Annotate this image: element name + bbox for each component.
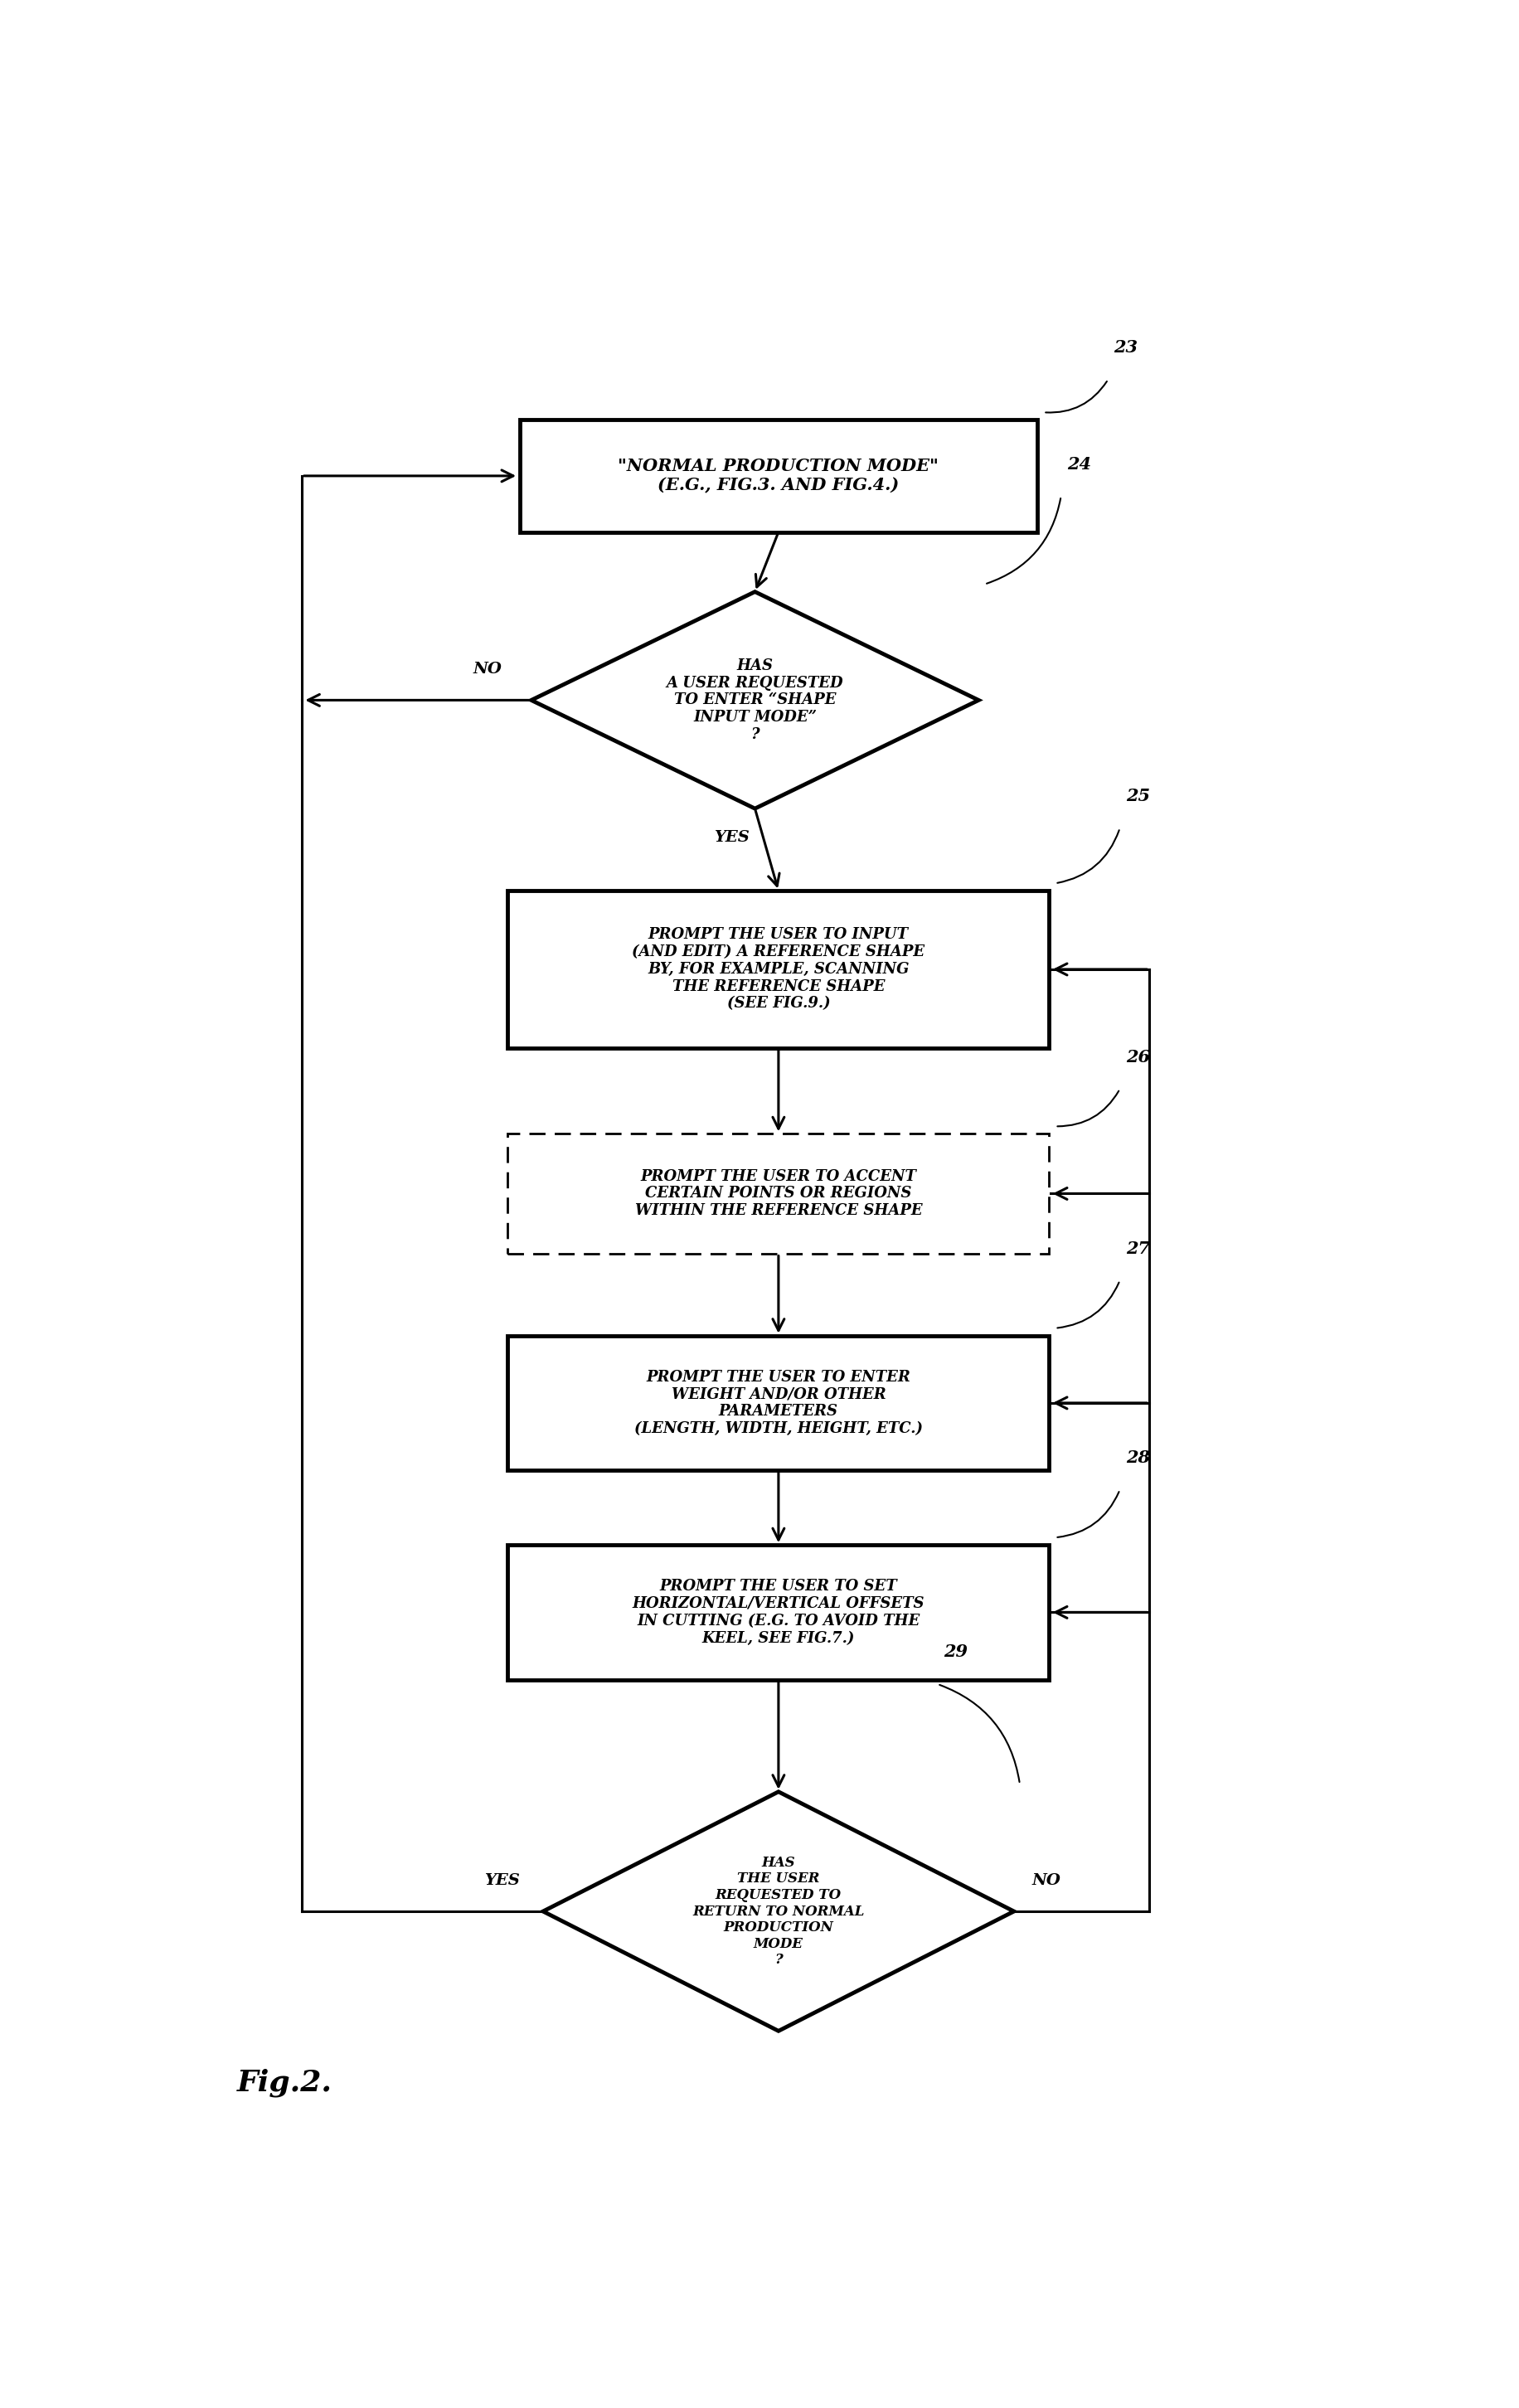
Text: 25: 25 bbox=[1126, 787, 1150, 804]
Text: YES: YES bbox=[485, 1873, 519, 1888]
Text: PROMPT THE USER TO ACCENT
CERTAIN POINTS OR REGIONS
WITHIN THE REFERENCE SHAPE: PROMPT THE USER TO ACCENT CERTAIN POINTS… bbox=[635, 1168, 922, 1218]
Polygon shape bbox=[544, 1792, 1013, 2030]
Text: PROMPT THE USER TO SET
HORIZONTAL/VERTICAL OFFSETS
IN CUTTING (E.G. TO AVOID THE: PROMPT THE USER TO SET HORIZONTAL/VERTIC… bbox=[632, 1580, 925, 1645]
FancyBboxPatch shape bbox=[519, 419, 1037, 532]
FancyBboxPatch shape bbox=[507, 1134, 1050, 1255]
Text: YES: YES bbox=[714, 831, 749, 845]
Text: HAS
A USER REQUESTED
TO ENTER “SHAPE
INPUT MODE”
?: HAS A USER REQUESTED TO ENTER “SHAPE INP… bbox=[667, 657, 843, 742]
Text: HAS
THE USER
REQUESTED TO
RETURN TO NORMAL
PRODUCTION
MODE
?: HAS THE USER REQUESTED TO RETURN TO NORM… bbox=[693, 1857, 864, 1967]
Text: NO: NO bbox=[472, 662, 501, 677]
Text: 27: 27 bbox=[1126, 1240, 1150, 1257]
Text: 29: 29 bbox=[943, 1645, 968, 1662]
FancyBboxPatch shape bbox=[507, 1336, 1050, 1471]
FancyBboxPatch shape bbox=[507, 1546, 1050, 1681]
Text: PROMPT THE USER TO ENTER
WEIGHT AND/OR OTHER
PARAMETERS
(LENGTH, WIDTH, HEIGHT, : PROMPT THE USER TO ENTER WEIGHT AND/OR O… bbox=[635, 1370, 922, 1435]
Text: 24: 24 bbox=[1066, 455, 1091, 472]
Text: 26: 26 bbox=[1126, 1050, 1150, 1064]
Text: 23: 23 bbox=[1113, 340, 1138, 356]
Text: 28: 28 bbox=[1126, 1450, 1150, 1466]
Text: Fig.2.: Fig.2. bbox=[237, 2068, 333, 2097]
Text: NO: NO bbox=[1031, 1873, 1060, 1888]
Polygon shape bbox=[532, 592, 978, 809]
Text: "NORMAL PRODUCTION MODE"
(E.G., FIG.3. AND FIG.4.): "NORMAL PRODUCTION MODE" (E.G., FIG.3. A… bbox=[618, 458, 939, 494]
Text: PROMPT THE USER TO INPUT
(AND EDIT) A REFERENCE SHAPE
BY, FOR EXAMPLE, SCANNING
: PROMPT THE USER TO INPUT (AND EDIT) A RE… bbox=[632, 927, 925, 1011]
FancyBboxPatch shape bbox=[507, 891, 1050, 1047]
